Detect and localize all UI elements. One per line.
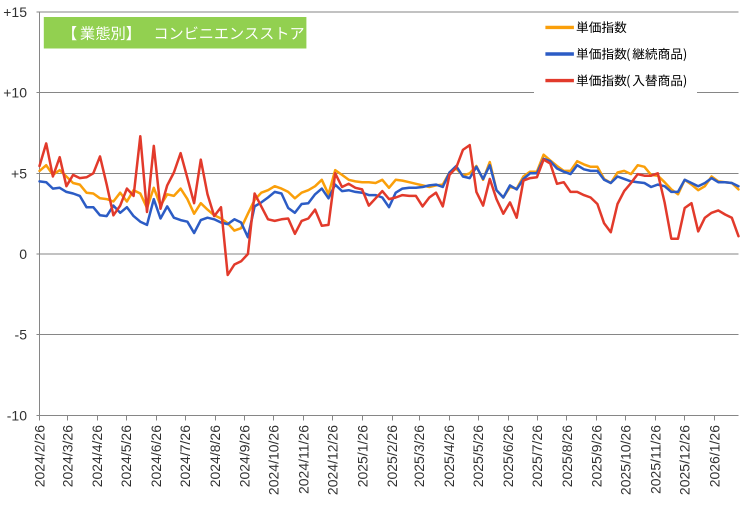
svg-text:2024/2/26: 2024/2/26	[31, 425, 47, 487]
svg-text:2024/9/26: 2024/9/26	[237, 425, 253, 487]
svg-text:2026/1/26: 2026/1/26	[706, 425, 722, 487]
svg-text:2024/6/26: 2024/6/26	[148, 425, 164, 487]
svg-text:2025/6/26: 2025/6/26	[500, 425, 516, 487]
svg-text:-5: -5	[15, 327, 28, 343]
svg-text:2024/10/26: 2024/10/26	[266, 425, 282, 495]
svg-text:2024/5/26: 2024/5/26	[118, 425, 134, 487]
svg-text:2025/11/26: 2025/11/26	[647, 425, 663, 494]
svg-text:2025/5/26: 2025/5/26	[470, 425, 486, 487]
svg-text:+10: +10	[3, 85, 27, 101]
svg-text:2024/11/26: 2024/11/26	[296, 425, 312, 494]
svg-text:2024/7/26: 2024/7/26	[177, 425, 193, 487]
svg-text:2025/3/26: 2025/3/26	[411, 425, 427, 487]
svg-text:2024/12/26: 2024/12/26	[324, 425, 340, 495]
svg-text:2024/3/26: 2024/3/26	[59, 425, 75, 487]
svg-text:2025/12/26: 2025/12/26	[676, 425, 692, 495]
svg-text:2025/8/26: 2025/8/26	[559, 425, 575, 487]
svg-text:2025/10/26: 2025/10/26	[618, 425, 634, 495]
svg-text:2025/7/26: 2025/7/26	[529, 425, 545, 487]
svg-text:0: 0	[19, 246, 27, 262]
svg-text:2024/8/26: 2024/8/26	[207, 425, 223, 487]
svg-text:-10: -10	[7, 408, 27, 424]
svg-text:2025/9/26: 2025/9/26	[589, 425, 605, 487]
svg-text:2025/1/26: 2025/1/26	[354, 425, 370, 487]
svg-text:+15: +15	[3, 4, 27, 20]
svg-text:+5: +5	[11, 166, 27, 182]
svg-text:2024/4/26: 2024/4/26	[89, 425, 105, 487]
svg-text:2025/4/26: 2025/4/26	[441, 425, 457, 487]
svg-text:2025/2/26: 2025/2/26	[384, 425, 400, 487]
